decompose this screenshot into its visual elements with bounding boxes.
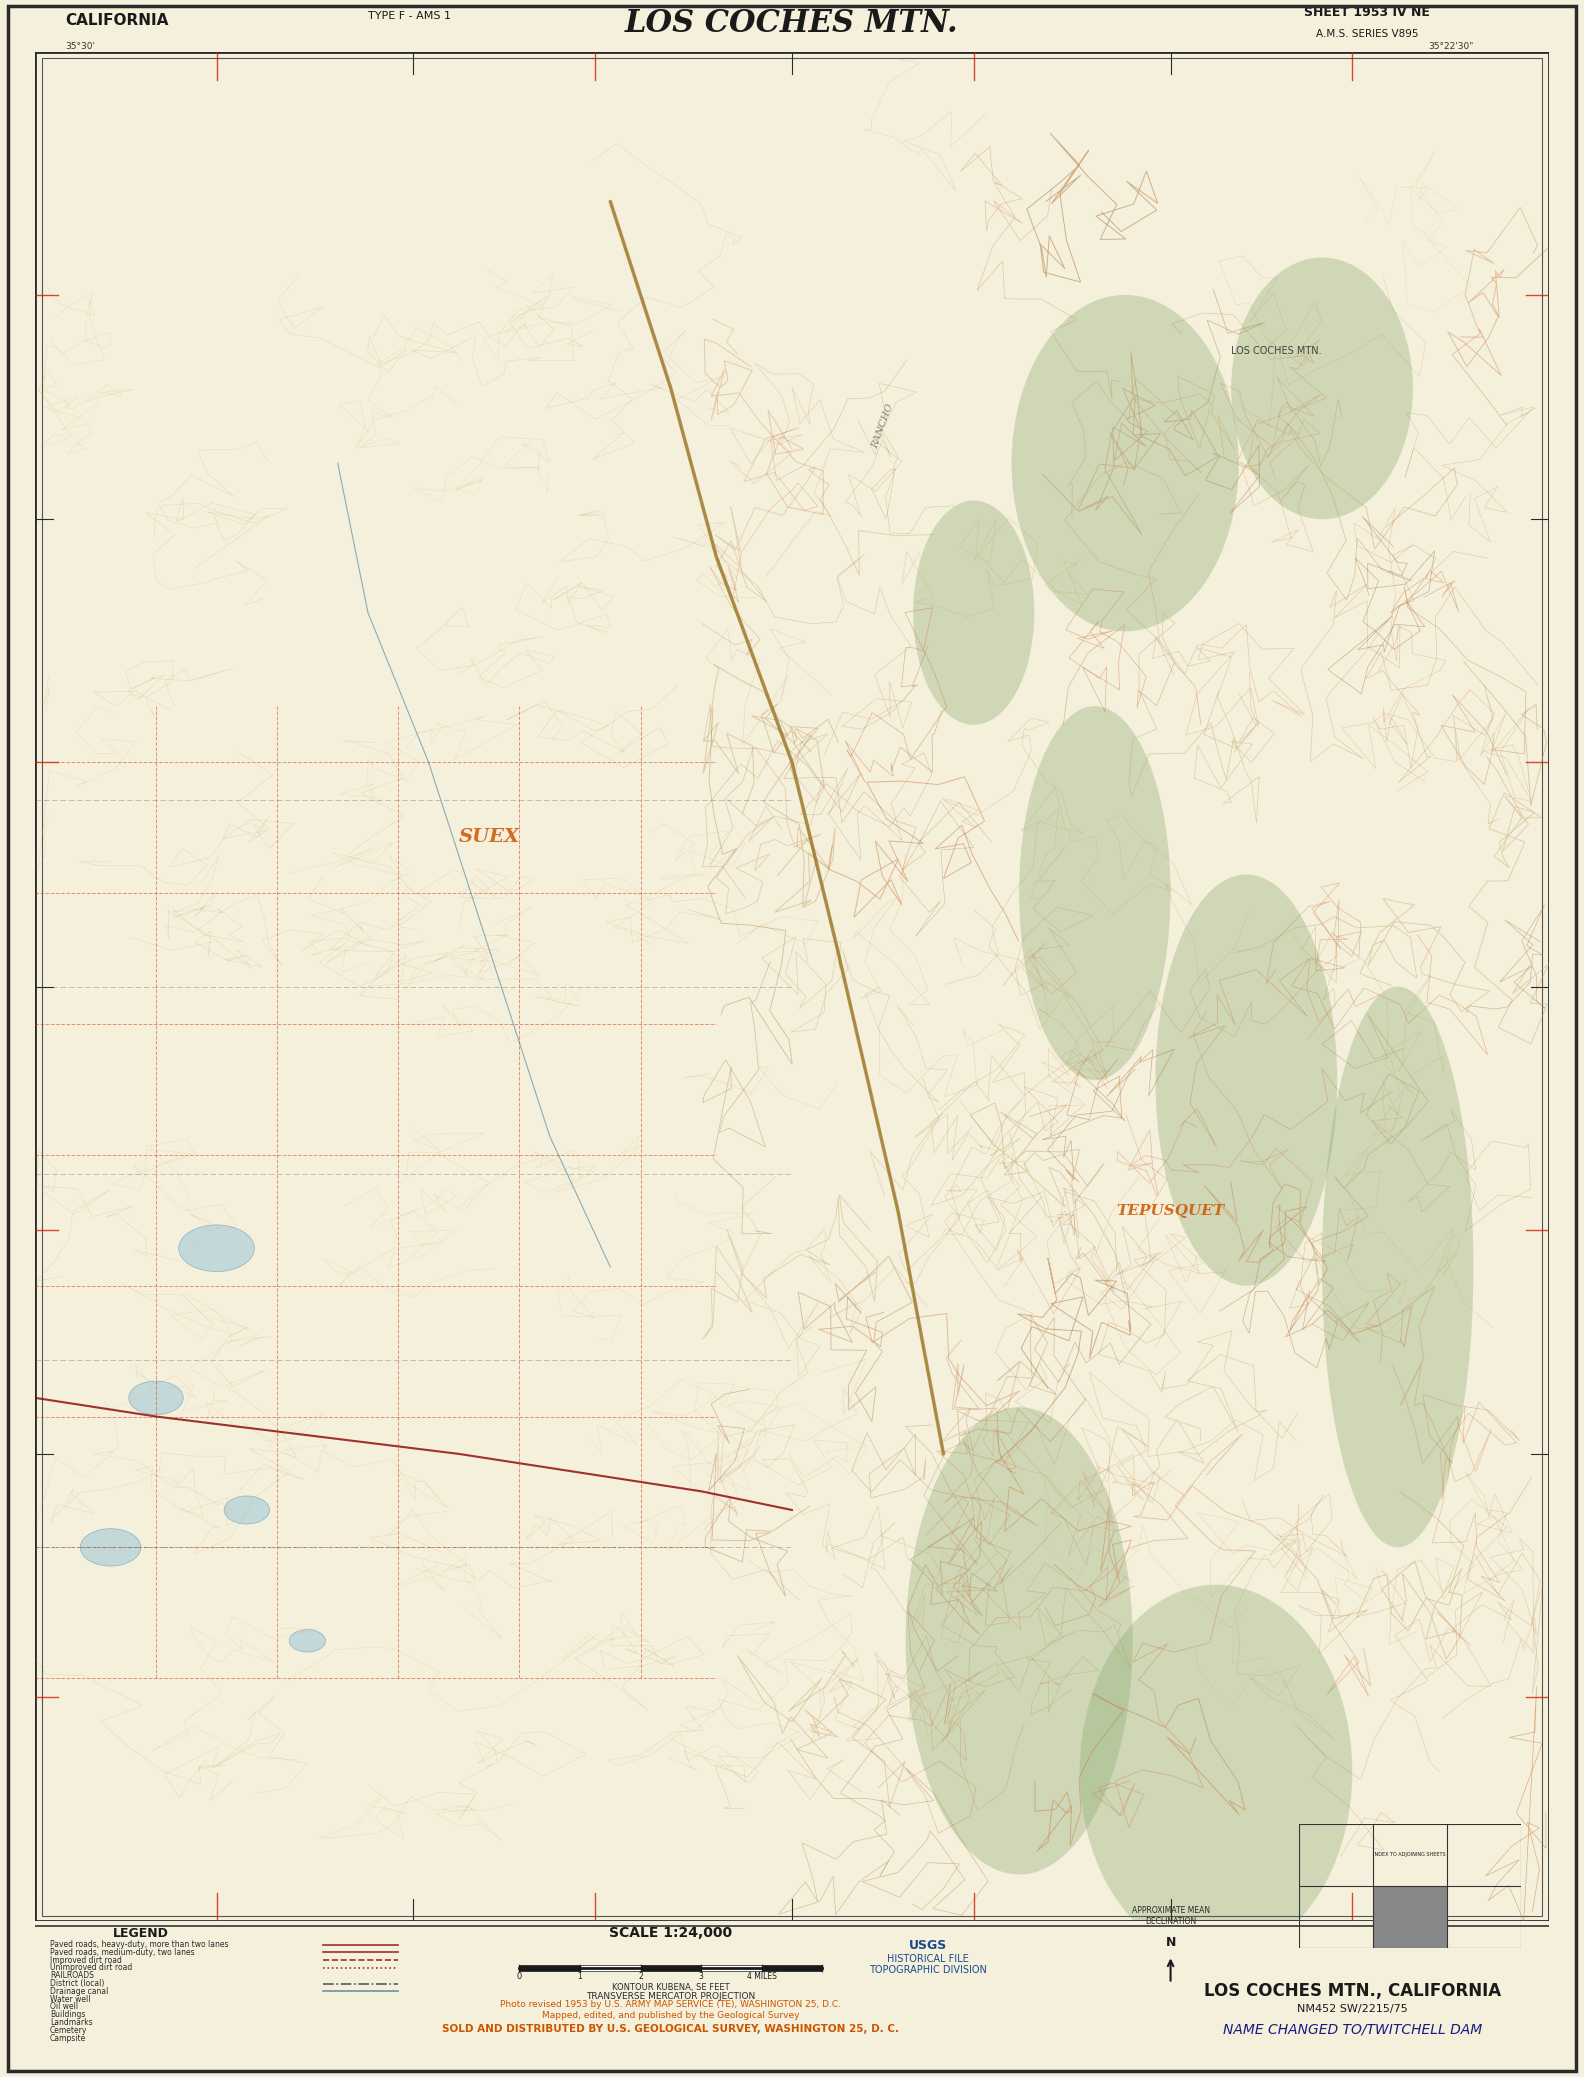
Text: Mapped, edited, and published by the Geological Survey: Mapped, edited, and published by the Geo… xyxy=(542,2011,800,2019)
Text: RANCHO: RANCHO xyxy=(871,403,895,449)
Text: Water well: Water well xyxy=(51,1994,90,2004)
Ellipse shape xyxy=(1019,706,1171,1080)
Text: NM452 SW/2215/75: NM452 SW/2215/75 xyxy=(1297,2004,1408,2013)
Text: NAME CHANGED TO/TWITCHELL DAM: NAME CHANGED TO/TWITCHELL DAM xyxy=(1223,2023,1483,2035)
Ellipse shape xyxy=(179,1225,255,1271)
Text: KONTOUR KUBENA, SE FEET: KONTOUR KUBENA, SE FEET xyxy=(611,1984,730,1992)
Text: SCALE 1:24,000: SCALE 1:24,000 xyxy=(610,1925,732,1940)
Ellipse shape xyxy=(1323,987,1473,1547)
Text: 35°30': 35°30' xyxy=(65,42,95,52)
Ellipse shape xyxy=(906,1408,1133,1876)
Text: Buildings: Buildings xyxy=(51,2011,86,2019)
Text: LOS COCHES MTN.: LOS COCHES MTN. xyxy=(1231,347,1323,355)
Text: CALIFORNIA: CALIFORNIA xyxy=(65,12,168,29)
Text: Cemetery: Cemetery xyxy=(51,2025,87,2035)
Bar xyxy=(520,1965,580,1971)
Ellipse shape xyxy=(912,501,1034,725)
Text: HISTORICAL FILE: HISTORICAL FILE xyxy=(887,1954,969,1963)
Text: INDEX TO ADJOINING SHEETS: INDEX TO ADJOINING SHEETS xyxy=(1373,1853,1446,1857)
Text: SOLD AND DISTRIBUTED BY U.S. GEOLOGICAL SURVEY, WASHINGTON 25, D. C.: SOLD AND DISTRIBUTED BY U.S. GEOLOGICAL … xyxy=(442,2023,900,2033)
Text: TEPUSQUET: TEPUSQUET xyxy=(1117,1205,1224,1217)
Bar xyxy=(762,1965,822,1971)
Text: Photo revised 1953 by U.S. ARMY MAP SERVICE (TE), WASHINGTON 25, D.C.: Photo revised 1953 by U.S. ARMY MAP SERV… xyxy=(501,2000,841,2008)
Text: LOS COCHES MTN.: LOS COCHES MTN. xyxy=(626,8,958,39)
Ellipse shape xyxy=(225,1495,269,1525)
Text: Unimproved dirt road: Unimproved dirt road xyxy=(51,1963,131,1973)
Text: N: N xyxy=(1166,1936,1175,1948)
Text: Oil well: Oil well xyxy=(51,2002,78,2011)
Ellipse shape xyxy=(290,1630,326,1651)
Text: Paved roads, medium-duty, two lanes: Paved roads, medium-duty, two lanes xyxy=(51,1948,195,1957)
Ellipse shape xyxy=(128,1381,184,1414)
Text: A.M.S. SERIES V895: A.M.S. SERIES V895 xyxy=(1316,29,1419,39)
Ellipse shape xyxy=(1080,1585,1353,1959)
Text: LOS COCHES MTN., CALIFORNIA: LOS COCHES MTN., CALIFORNIA xyxy=(1204,1981,1502,2000)
Bar xyxy=(580,1965,640,1971)
Bar xyxy=(640,1965,702,1971)
Text: 4 MILES: 4 MILES xyxy=(746,1971,776,1981)
Text: LEGEND: LEGEND xyxy=(112,1927,169,1940)
Text: APPROXIMATE MEAN
DECLINATION: APPROXIMATE MEAN DECLINATION xyxy=(1131,1907,1210,1925)
Text: Paved roads, heavy-duty, more than two lanes: Paved roads, heavy-duty, more than two l… xyxy=(51,1940,228,1948)
Text: Landmarks: Landmarks xyxy=(51,2019,92,2027)
Ellipse shape xyxy=(1012,295,1239,631)
Text: USGS: USGS xyxy=(909,1940,947,1952)
Text: Campsite: Campsite xyxy=(51,2033,86,2042)
Text: SUEX: SUEX xyxy=(459,829,520,845)
Text: Drainage canal: Drainage canal xyxy=(51,1988,108,1996)
Ellipse shape xyxy=(1231,258,1413,519)
Text: District (local): District (local) xyxy=(51,1979,105,1988)
Text: 2: 2 xyxy=(638,1971,643,1981)
Text: TOPOGRAPHIC DIVISION: TOPOGRAPHIC DIVISION xyxy=(870,1965,987,1975)
Ellipse shape xyxy=(81,1529,141,1566)
Text: TRANSVERSE MERCATOR PROJECTION: TRANSVERSE MERCATOR PROJECTION xyxy=(586,1992,756,2000)
Bar xyxy=(1373,1886,1446,1948)
Text: Improved dirt road: Improved dirt road xyxy=(51,1957,122,1965)
Text: 3: 3 xyxy=(699,1971,703,1981)
Text: RAILROADS: RAILROADS xyxy=(51,1971,93,1979)
Text: TYPE F - AMS 1: TYPE F - AMS 1 xyxy=(367,10,451,21)
Ellipse shape xyxy=(1155,874,1337,1286)
Text: 1: 1 xyxy=(578,1971,583,1981)
Text: SHEET 1953 IV NE: SHEET 1953 IV NE xyxy=(1305,6,1430,19)
Text: 35°22'30": 35°22'30" xyxy=(1429,42,1473,52)
Text: 0: 0 xyxy=(516,1971,523,1981)
Bar xyxy=(702,1965,762,1971)
